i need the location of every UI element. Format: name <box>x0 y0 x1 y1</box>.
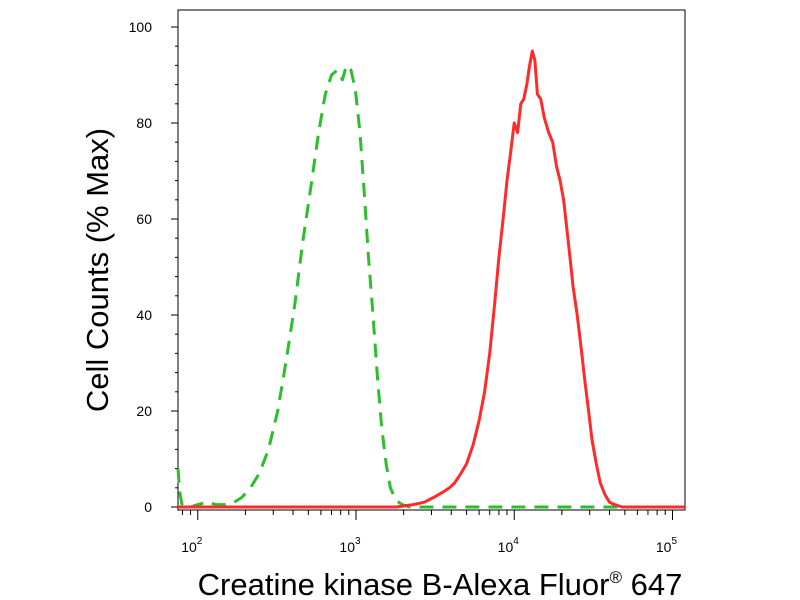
x-tick-label: 104 <box>498 536 520 555</box>
x-tick-exponent: 4 <box>513 536 519 547</box>
y-tick-label: 20 <box>136 403 152 419</box>
y-tick-label: 40 <box>136 307 152 323</box>
x-tick-base: 10 <box>181 539 197 555</box>
x-axis-title-sup: ® <box>609 568 622 587</box>
x-axis-title-suffix: 647 <box>622 567 682 600</box>
y-axis-title: Cell Counts (% Max) <box>80 128 115 412</box>
x-tick-exponent: 3 <box>355 536 361 547</box>
x-axis: 102 103 104 105 <box>181 510 677 555</box>
x-tick-label: 105 <box>656 536 678 555</box>
x-tick-base: 10 <box>656 539 672 555</box>
x-tick-label: 103 <box>339 536 361 555</box>
plot-frame <box>177 9 686 511</box>
x-axis-title-main: Creatine kinase B-Alexa Fluor <box>198 567 610 600</box>
y-tick-label: 100 <box>129 19 153 35</box>
y-axis: 0 20 40 60 80 100 <box>129 19 178 515</box>
y-tick-label: 0 <box>144 499 152 515</box>
x-tick-exponent: 5 <box>671 536 677 547</box>
plot-area <box>176 49 685 509</box>
x-tick-exponent: 2 <box>197 536 203 547</box>
x-axis-title: Creatine kinase B-Alexa Fluor® 647 <box>198 567 683 600</box>
y-tick-label: 60 <box>136 211 152 227</box>
sample-histogram-line <box>178 49 685 509</box>
x-tick-label: 102 <box>181 536 203 555</box>
x-tick-base: 10 <box>498 539 514 555</box>
x-tick-base: 10 <box>339 539 355 555</box>
control-histogram-line <box>176 63 685 509</box>
y-tick-label: 80 <box>136 115 152 131</box>
